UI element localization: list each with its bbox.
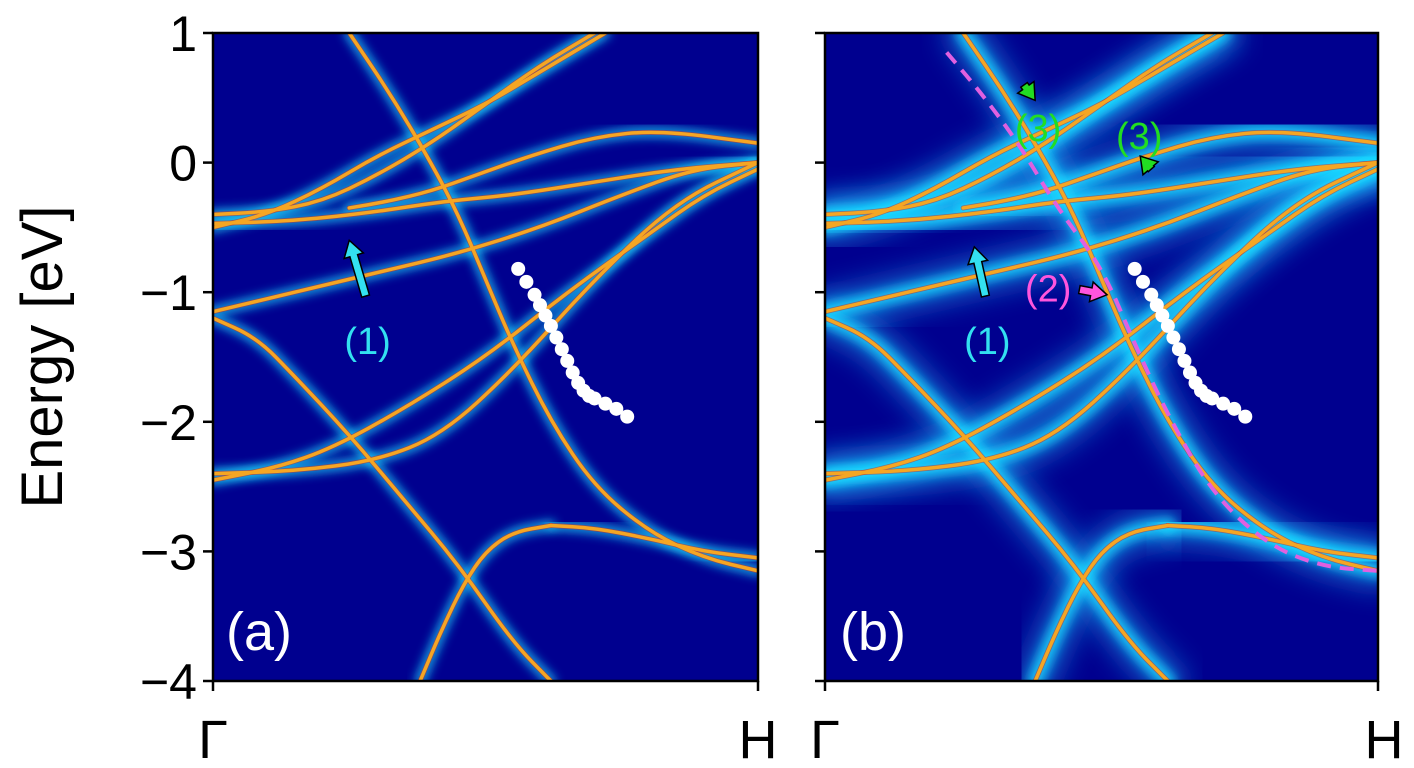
band-line-3: [347, 130, 758, 210]
y-tick-label: 1: [169, 6, 197, 62]
annotation-label: (1): [344, 321, 390, 363]
panel-b-frame: [823, 31, 1380, 683]
panel-a-frame: [211, 31, 760, 683]
data-point: [538, 308, 553, 323]
data-point: [554, 342, 569, 357]
band-line-6: [213, 316, 553, 681]
data-point: [598, 396, 613, 411]
y-tick-label: −4: [140, 654, 197, 710]
data-point: [1144, 287, 1159, 302]
data-point: [1227, 401, 1242, 416]
panel-b-xtick-h: H: [1365, 710, 1404, 768]
annotation-label: (3): [1015, 108, 1061, 150]
band-line-0: [213, 160, 758, 226]
data-point: [1238, 409, 1253, 424]
annotation-label: (1): [964, 321, 1010, 363]
data-point: [620, 409, 635, 424]
panel-a-label: (a): [226, 602, 292, 662]
annotation-label: (3): [1116, 116, 1162, 158]
data-point: [1127, 261, 1142, 276]
data-point: [1149, 298, 1164, 313]
band-line-2: [825, 33, 1214, 217]
data-point: [565, 365, 580, 380]
data-point: [1160, 318, 1175, 333]
band-line-10: [1166, 523, 1378, 560]
y-tick-label: −2: [140, 395, 197, 451]
band-line-10: [549, 523, 758, 560]
dashed-curve: [945, 51, 1378, 573]
data-point: [1205, 391, 1220, 406]
data-point: [1155, 308, 1170, 323]
band-line-6: [825, 316, 1170, 681]
annotation-arrow: [343, 239, 371, 299]
data-point: [533, 298, 547, 313]
data-point: [549, 330, 564, 345]
panel-b-xtick-gamma: Γ: [810, 710, 840, 768]
annotation-label: (2): [1025, 269, 1071, 311]
data-point: [1166, 330, 1181, 345]
band-line-4: [347, 33, 758, 573]
band-line-3: [961, 130, 1378, 210]
data-point: [560, 353, 575, 368]
data-point: [511, 261, 526, 276]
band-line-8: [825, 160, 1378, 476]
annotation-arrow: [966, 245, 991, 298]
data-point: [1171, 342, 1186, 357]
annotation-arrow: [1139, 155, 1160, 177]
data-point: [519, 274, 534, 289]
y-tick-label: −3: [140, 524, 197, 580]
panel-b: (b) Γ H (1) (2) (3) (3): [810, 31, 1404, 768]
y-axis-label: Energy [eV]: [10, 205, 75, 508]
data-point: [1182, 365, 1197, 380]
band-line-5: [213, 160, 758, 314]
band-line-0: [825, 160, 1378, 226]
data-point: [1216, 396, 1231, 411]
data-point: [587, 391, 602, 406]
y-tick-label: −1: [140, 265, 197, 321]
band-line-4: [961, 33, 1378, 573]
data-point: [609, 401, 624, 416]
panel-a-xtick-h: H: [739, 710, 778, 768]
y-tick-label: 0: [169, 136, 197, 192]
band-line-9: [1033, 523, 1170, 681]
panel-b-label: (b): [840, 602, 906, 662]
band-line-7: [825, 167, 1378, 482]
band-line-9: [418, 523, 553, 681]
panel-a-xtick-gamma: Γ: [198, 710, 228, 768]
annotation-arrow: [1077, 280, 1109, 303]
data-point: [1177, 353, 1192, 368]
data-point: [543, 318, 558, 333]
band-line-2: [213, 33, 597, 217]
data-point: [527, 287, 542, 302]
band-line-8: [213, 160, 758, 476]
band-line-1: [213, 33, 608, 230]
band-line-5: [825, 160, 1378, 314]
annotation-arrow: [1016, 80, 1036, 102]
data-point: [1135, 274, 1150, 289]
band-line-7: [213, 167, 758, 482]
panel-a: 1 0 −1 −2 −3 −4 (a) Γ H (1): [140, 6, 778, 768]
